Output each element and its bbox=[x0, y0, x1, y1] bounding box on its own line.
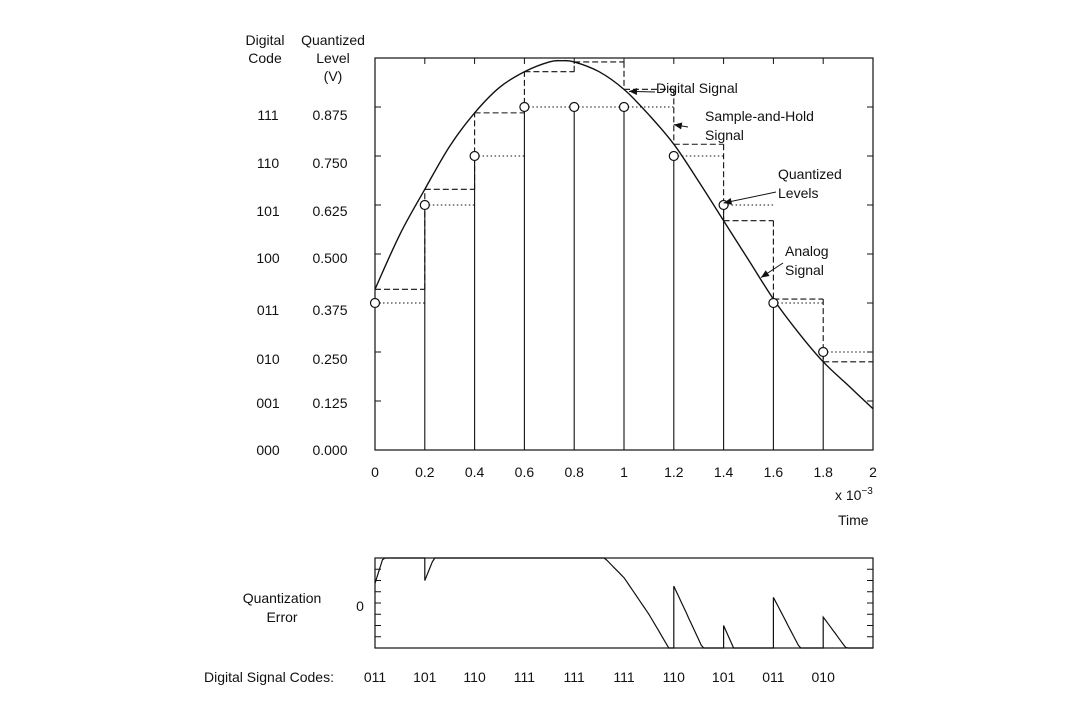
annotation-analog-line1: Analog bbox=[785, 243, 829, 259]
header-code-line1: Digital bbox=[246, 32, 285, 48]
level-labels: 111 0.875 110 0.750 101 0.625 100 0.500 … bbox=[256, 107, 347, 458]
code-label: 111 bbox=[257, 107, 278, 123]
annotation-analog-line2: Signal bbox=[785, 262, 824, 278]
quantized-sample-marker bbox=[768, 297, 779, 309]
x-tick-label: 0.2 bbox=[415, 464, 435, 480]
x-tick-label: 1.6 bbox=[764, 464, 784, 480]
error-zero-label: 0 bbox=[356, 598, 364, 614]
annotation-arrow-head bbox=[761, 270, 770, 278]
annotation-quantized-line1: Quantized bbox=[778, 166, 842, 182]
annotations: Digital Signal Sample-and-Hold Signal Qu… bbox=[628, 80, 842, 278]
x-tick-label: 1 bbox=[620, 464, 628, 480]
header-level-line3: (V) bbox=[324, 68, 343, 84]
digital-code-value: 011 bbox=[762, 669, 785, 685]
annotation-digital-signal: Digital Signal bbox=[656, 80, 738, 96]
code-label: 100 bbox=[256, 250, 280, 266]
main-plot-series bbox=[369, 59, 874, 450]
code-label: 011 bbox=[257, 302, 280, 318]
x-tick-label: 1.2 bbox=[664, 464, 684, 480]
digital-code-value: 101 bbox=[712, 669, 736, 685]
quantized-sample-marker bbox=[668, 150, 679, 162]
error-series bbox=[374, 557, 873, 649]
level-label: 0.250 bbox=[312, 351, 347, 367]
digital-code-value: 010 bbox=[812, 669, 836, 685]
x-tick-label: 0 bbox=[371, 464, 379, 480]
digital-codes-label: Digital Signal Codes: bbox=[204, 669, 334, 685]
x-multiplier: x 10−3 bbox=[835, 486, 873, 503]
quantized-sample-marker bbox=[618, 101, 630, 113]
level-label: 0.125 bbox=[312, 395, 347, 411]
level-label: 0.000 bbox=[312, 442, 347, 458]
digital-code-value: 111 bbox=[613, 669, 634, 685]
digital-code-value: 011 bbox=[364, 669, 387, 685]
x-axis-label: Time bbox=[838, 512, 869, 528]
digital-code-value: 101 bbox=[413, 669, 437, 685]
annotation-quantized-line2: Levels bbox=[778, 185, 818, 201]
header-code-line2: Code bbox=[248, 50, 282, 66]
analog-signal-curve bbox=[374, 59, 874, 410]
x-tick-label: 2 bbox=[869, 464, 877, 480]
level-label: 0.625 bbox=[312, 203, 347, 219]
annotation-arrow-head bbox=[673, 122, 683, 130]
annotation-sample-hold-line2: Signal bbox=[705, 127, 744, 143]
annotation-sample-hold-line1: Sample-and-Hold bbox=[705, 108, 814, 124]
code-label: 000 bbox=[256, 442, 280, 458]
error-label-line2: Error bbox=[266, 609, 297, 625]
error-plot-ticks bbox=[375, 568, 873, 638]
quantized-sample-marker bbox=[818, 346, 829, 358]
digital-code-value: 111 bbox=[514, 669, 535, 685]
quantized-sample-marker bbox=[369, 297, 381, 309]
level-label: 0.875 bbox=[312, 107, 347, 123]
header-level-line1: Quantized bbox=[301, 32, 365, 48]
code-label: 110 bbox=[257, 155, 280, 171]
digital-code-value: 110 bbox=[663, 669, 686, 685]
level-label: 0.750 bbox=[312, 155, 347, 171]
annotation-arrow-head bbox=[723, 198, 733, 205]
error-plot-frame bbox=[374, 557, 874, 649]
annotation-arrow-head bbox=[629, 88, 638, 95]
digital-code-value: 111 bbox=[564, 669, 585, 685]
quantized-sample-marker bbox=[419, 199, 430, 211]
x-tick-label: 0.8 bbox=[564, 464, 584, 480]
header-level-line2: Level bbox=[316, 50, 349, 66]
x-tick-label: 1.8 bbox=[813, 464, 833, 480]
quantized-sample-marker bbox=[519, 101, 530, 113]
column-headers: Digital Code Quantized Level (V) bbox=[246, 32, 365, 84]
digital-codes: 011 101 110 111 111 111 110 101 011 010 bbox=[364, 669, 835, 685]
level-label: 0.500 bbox=[312, 250, 347, 266]
annotation-arrow-line bbox=[723, 191, 777, 204]
quantized-sample-marker bbox=[469, 150, 480, 162]
code-label: 101 bbox=[256, 203, 280, 219]
error-label-line1: Quantization bbox=[243, 590, 322, 606]
quantized-sample-marker bbox=[569, 101, 580, 113]
x-tick-label: 0.6 bbox=[515, 464, 535, 480]
digital-code-value: 110 bbox=[463, 669, 486, 685]
quantization-error-curve bbox=[374, 557, 873, 649]
x-tick-labels: 0 0.2 0.4 0.6 0.8 1 1.2 1.4 1.6 1.8 2 bbox=[371, 464, 877, 480]
code-label: 001 bbox=[256, 395, 280, 411]
code-label: 010 bbox=[256, 351, 280, 367]
level-label: 0.375 bbox=[312, 302, 347, 318]
x-tick-label: 1.4 bbox=[714, 464, 734, 480]
x-tick-label: 0.4 bbox=[465, 464, 485, 480]
